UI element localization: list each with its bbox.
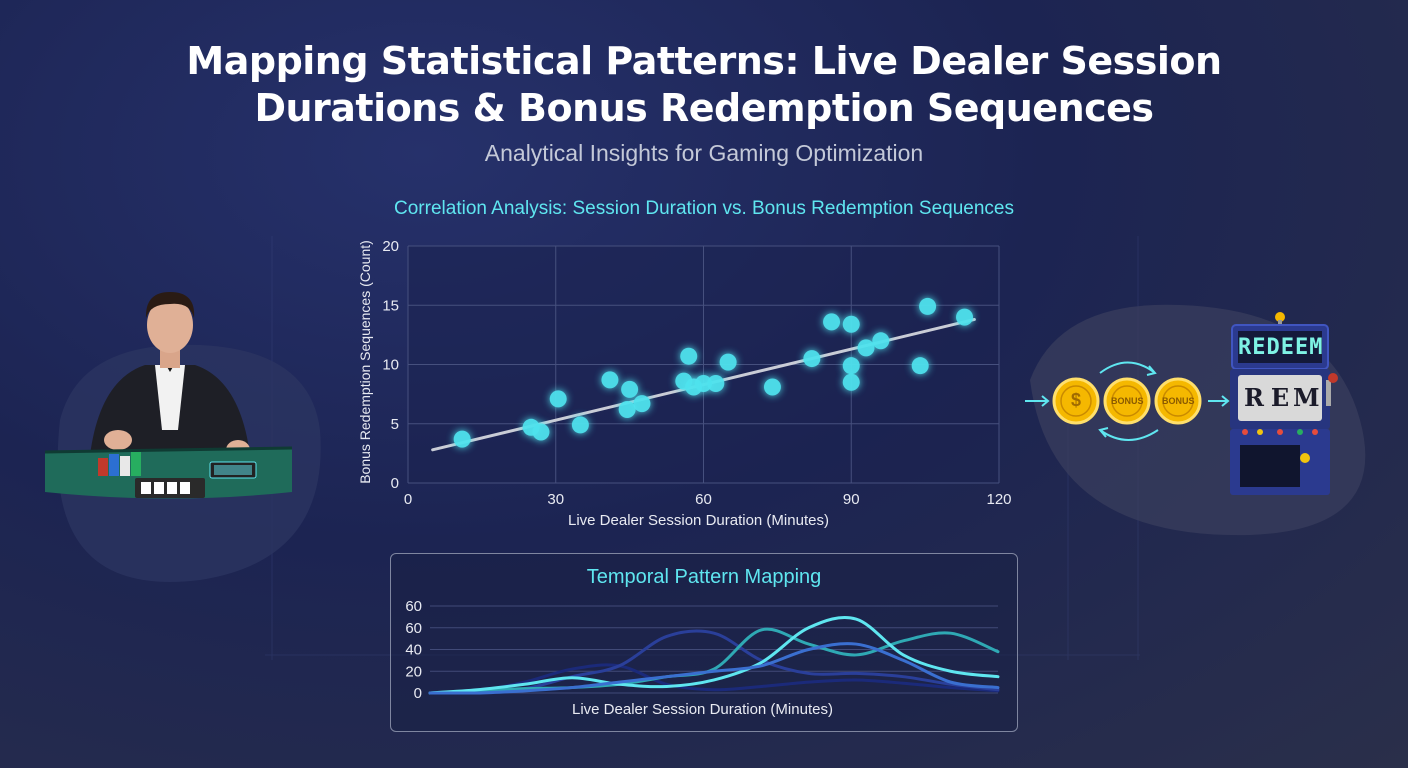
scatter-point [803, 350, 821, 368]
scatter-point [601, 371, 619, 389]
bonus-coin-label: BONUS [1111, 396, 1144, 406]
temporal-series-line [428, 642, 1000, 695]
temporal-chart-title: Temporal Pattern Mapping [586, 566, 822, 588]
scatter-x-tick-label: 30 [547, 491, 564, 508]
bonus-coin-label: BONUS [1162, 396, 1195, 406]
scatter-point [549, 390, 567, 408]
arrow-out-icon [1208, 395, 1230, 407]
scatter-point [842, 315, 860, 333]
slot-machine-icon [1230, 312, 1338, 495]
temporal-y-tick-label: 60 [405, 598, 422, 615]
scatter-point [680, 347, 698, 365]
page-title: Mapping Statistical Patterns: Live Deale… [0, 38, 1408, 132]
cycle-arrow-bottom-icon [1098, 427, 1159, 441]
title-line-2: Durations & Bonus Redemption Sequences [254, 86, 1154, 130]
slot-machine-label: REDEEM [1238, 335, 1324, 360]
dealer-head [147, 297, 193, 353]
bonus-coin-icon [1103, 377, 1151, 425]
slot-reel: R [1244, 383, 1264, 412]
scatter-point [532, 423, 550, 441]
temporal-y-tick-label: 60 [405, 620, 422, 637]
arrow-in-icon [1025, 395, 1050, 407]
scatter-y-tick-label: 10 [382, 357, 399, 374]
chip-stack-icon [98, 452, 141, 476]
temporal-y-tick-label: 20 [405, 663, 422, 680]
scatter-y-tick-label: 15 [382, 297, 399, 314]
coin-label: $ [1070, 390, 1081, 410]
scatter-point [571, 416, 589, 434]
temporal-y-tick-label: 40 [405, 642, 422, 659]
scatter-point [719, 353, 737, 371]
dealer-shirt [155, 365, 185, 430]
scatter-y-tick-label: 5 [391, 416, 399, 433]
dealer-hair [145, 292, 195, 318]
scatter-point [956, 308, 974, 326]
scatter-point [872, 332, 890, 350]
temporal-y-tick-label: 0 [414, 685, 422, 702]
slot-reel: E [1270, 383, 1290, 412]
scatter-x-tick-label: 60 [695, 491, 712, 508]
cycle-arrow-top-icon [1099, 361, 1157, 376]
scatter-y-tick-label: 0 [391, 475, 399, 492]
scatter-x-tick-label: 120 [986, 491, 1011, 508]
scatter-point [919, 297, 937, 315]
scatter-point [911, 357, 929, 375]
slot-reel: M [1293, 383, 1320, 412]
scatter-point [695, 374, 712, 392]
temporal-series-line [428, 627, 1000, 695]
title-line-1: Mapping Statistical Patterns: Live Deale… [186, 39, 1222, 83]
scatter-point [707, 374, 725, 392]
scatter-point [763, 378, 781, 396]
coin-icon [1052, 377, 1100, 425]
scatter-point [453, 430, 471, 448]
scatter-point [842, 357, 860, 375]
page-subtitle: Analytical Insights for Gaming Optimizat… [484, 140, 924, 166]
scatter-point [842, 373, 860, 391]
scatter-point [633, 395, 651, 413]
scatter-chart-title: Correlation Analysis: Session Duration v… [394, 198, 1014, 219]
scatter-point [857, 339, 875, 357]
scatter-y-tick-label: 20 [382, 238, 399, 255]
scatter-x-axis-label: Live Dealer Session Duration (Minutes) [568, 512, 829, 529]
temporal-series-line [428, 615, 1000, 695]
temporal-x-axis-label: Live Dealer Session Duration (Minutes) [572, 701, 833, 718]
temporal-chart-panel [390, 553, 1018, 732]
scatter-point [621, 380, 639, 398]
temporal-series-line [428, 663, 1000, 695]
scatter-x-tick-label: 0 [404, 491, 412, 508]
scatter-point [618, 401, 636, 419]
bonus-coin-icon [1154, 377, 1202, 425]
scatter-point [823, 313, 841, 331]
scatter-x-tick-label: 90 [843, 491, 860, 508]
